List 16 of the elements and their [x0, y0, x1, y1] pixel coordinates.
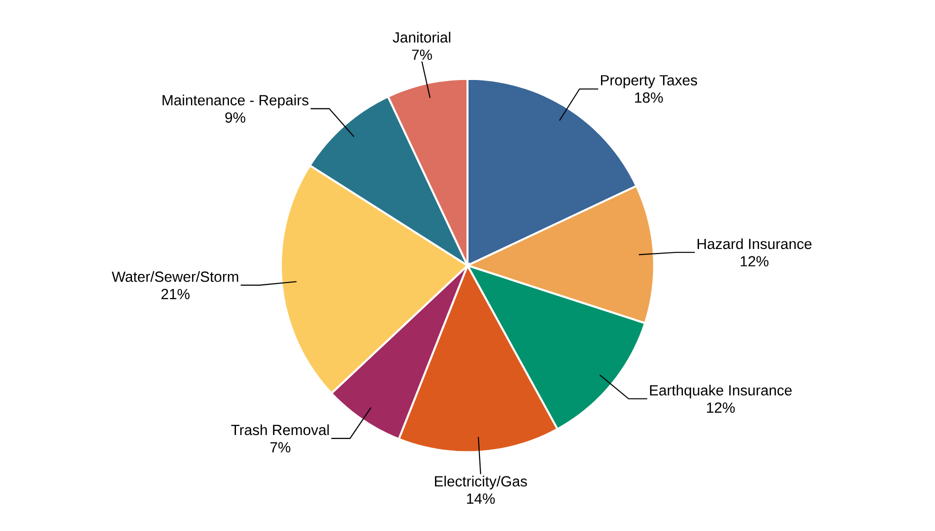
data-label: 21% — [161, 288, 190, 300]
data-label: 9% — [225, 112, 246, 123]
data-label: 18% — [635, 92, 663, 103]
slice-label: Electricity/Gas — [434, 476, 527, 490]
data-label: 7% — [270, 442, 290, 452]
slice-label: Janitorial — [392, 32, 450, 43]
slice-label: Water/Sewer/Storm — [112, 271, 238, 282]
data-label: 7% — [412, 50, 432, 60]
slice-label: Earthquake Insurance — [650, 384, 792, 398]
slice-label: Trash Removal — [231, 424, 329, 436]
slice-label: Property Taxes — [601, 75, 698, 88]
slice-label: Maintenance - Repairs — [162, 94, 308, 108]
data-label: 12% — [707, 402, 735, 413]
data-label: 12% — [740, 256, 768, 266]
slice-label: Hazard Insurance — [698, 238, 812, 250]
data-label: 14% — [467, 494, 495, 504]
